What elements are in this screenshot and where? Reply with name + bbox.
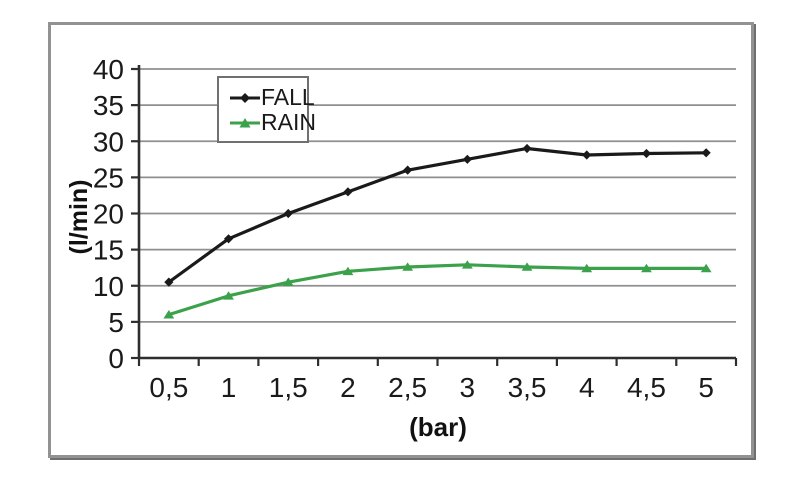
y-tick-label: 20 — [93, 199, 124, 230]
series-line-rain — [168, 263, 707, 317]
x-tick-label: 2,5 — [388, 372, 427, 403]
y-tick-label: 30 — [93, 126, 124, 157]
data-point-fall — [164, 277, 174, 287]
data-point-fall — [582, 150, 592, 160]
chart-frame: 0 5 10 15 20 25 30 35 40 0,5 1 1,5 2 2,5 3 3,5 4 4,5 5 (l/… — [48, 22, 754, 458]
data-point-rain — [223, 291, 234, 300]
data-point-fall — [641, 148, 652, 159]
y-tick-label: 35 — [93, 90, 124, 121]
line-chart-plot-area: 0 5 10 15 20 25 30 35 40 0,5 1 1,5 2 2,5 3 3,5 4 4,5 5 — [93, 54, 738, 403]
data-point-fall — [701, 148, 711, 158]
x-tick-label: 4,5 — [627, 372, 666, 403]
data-point-rain — [700, 263, 712, 273]
data-point-fall — [223, 234, 234, 244]
legend-triangle-marker-icon — [230, 117, 260, 127]
legend-label-fall: FALL — [261, 84, 315, 110]
x-tick-label: 3 — [460, 372, 476, 403]
y-axis-title: (l/min) — [65, 179, 93, 255]
y-tick-label: 0 — [108, 343, 124, 374]
y-tick-label: 25 — [93, 162, 124, 193]
y-tick-label: 15 — [93, 235, 124, 266]
data-point-rain — [163, 310, 175, 319]
data-point-fall — [343, 187, 353, 197]
x-tick-label: 5 — [698, 372, 714, 403]
x-axis-title: (bar) — [409, 412, 467, 442]
legend-diamond-marker-icon — [230, 92, 260, 103]
x-tick-label: 0,5 — [149, 372, 188, 403]
x-tick-label: 1 — [221, 372, 237, 403]
data-point-rain — [581, 263, 593, 273]
legend-item-rain: RAIN — [229, 110, 316, 135]
y-tick-label: 10 — [93, 271, 124, 302]
data-point-rain — [521, 262, 533, 271]
legend-label-rain: RAIN — [261, 109, 316, 135]
data-point-rain — [402, 262, 414, 271]
series-line-fall — [167, 146, 707, 284]
x-tick-label: 1,5 — [269, 372, 308, 403]
legend-item-fall: FALL — [229, 85, 315, 110]
data-point-rain — [282, 277, 294, 286]
legend: FALL RAIN — [217, 76, 316, 143]
data-point-fall — [462, 154, 472, 164]
y-tick-label: 5 — [108, 307, 124, 338]
data-point-rain — [641, 263, 652, 273]
x-tick-label: 3,5 — [508, 372, 547, 403]
data-point-fall — [522, 143, 532, 154]
data-point-rain — [461, 260, 473, 269]
data-point-fall — [403, 165, 413, 175]
x-tick-label: 2 — [340, 372, 356, 403]
x-tick-label: 4 — [579, 372, 595, 403]
data-point-rain — [342, 266, 354, 276]
data-point-fall — [283, 208, 293, 219]
y-tick-label: 40 — [93, 54, 124, 85]
